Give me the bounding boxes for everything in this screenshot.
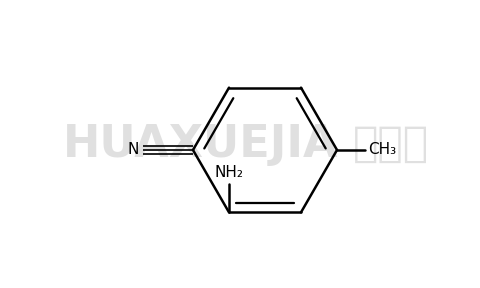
Text: 化学加: 化学加 — [353, 123, 429, 165]
Text: NH₂: NH₂ — [215, 165, 243, 180]
Text: N: N — [128, 143, 139, 158]
Text: HUAXUEJIA: HUAXUEJIA — [62, 122, 338, 166]
Text: CH₃: CH₃ — [368, 143, 396, 158]
